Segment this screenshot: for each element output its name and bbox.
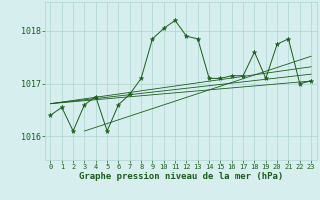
X-axis label: Graphe pression niveau de la mer (hPa): Graphe pression niveau de la mer (hPa) — [79, 172, 283, 181]
